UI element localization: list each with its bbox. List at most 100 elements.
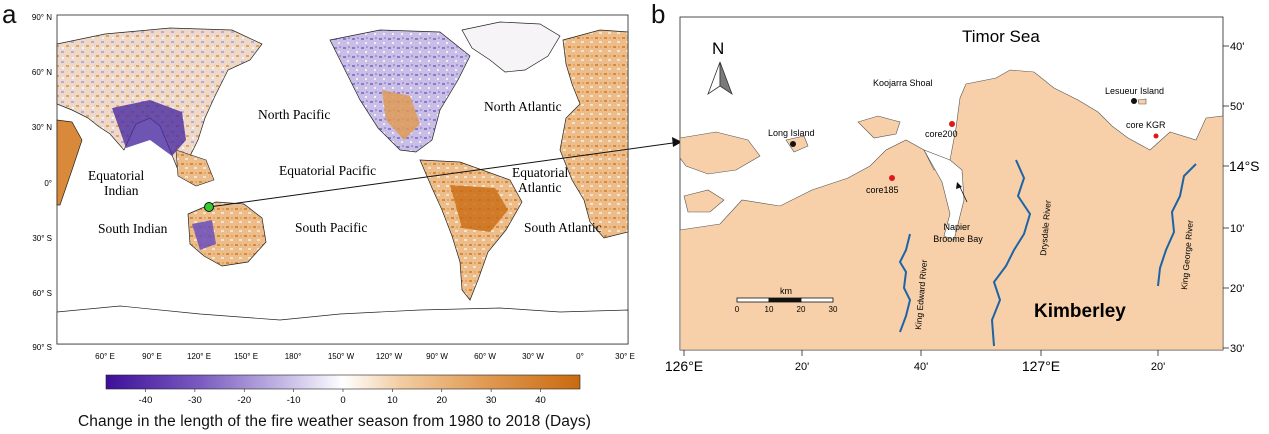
scale-bar-unit: km	[780, 286, 792, 296]
core-label-core-kgr: core KGR	[1126, 120, 1166, 130]
africa-west-edge	[56, 119, 83, 206]
scale-bar-seg3	[800, 297, 834, 303]
world-lon-labels: 60° E 90° E 120° E 150° E 180° 150° W 12…	[95, 352, 635, 361]
island-long	[785, 135, 809, 153]
ocean-label-south-pacific: South Pacific	[295, 220, 367, 235]
lon-label-120w: 120° W	[376, 352, 403, 361]
lon-label-0: 0°	[576, 352, 584, 361]
australia	[187, 201, 267, 267]
australia-purple	[192, 220, 216, 250]
regional-lat-ticks	[1223, 45, 1229, 349]
lat-label-60n: 60° N	[32, 68, 52, 77]
regional-lat-10: 10'	[1230, 223, 1244, 235]
ocean-label-equatorial-atlantic: Equatorial Atlantic	[512, 165, 572, 195]
lat-label-0: 0°	[44, 179, 52, 188]
drysdale-river	[990, 159, 1032, 347]
scale-tick-10: 10	[765, 305, 774, 314]
ocean-label-equatorial-indian: Equatorial Indian	[88, 168, 148, 198]
regional-lat-30: 30'	[1230, 343, 1244, 355]
lon-label-180: 180°	[285, 352, 302, 361]
antarctica	[56, 305, 629, 345]
regional-lon-40: 40'	[914, 361, 928, 373]
bay-label-line1: Napier	[943, 222, 970, 232]
island-lesueur	[1137, 98, 1147, 105]
study-site-link	[208, 141, 681, 208]
scale-bar: km 0 10 20 30	[735, 286, 838, 314]
india-purple	[112, 100, 186, 156]
regional-lon-labels: 126°E 20' 40' 127°E 20'	[665, 358, 1165, 374]
place-label-lesueur-island: Lesueur Island	[1105, 86, 1164, 96]
scale-tick-0: 0	[735, 305, 740, 314]
colorbar-tick-label: -40	[139, 395, 153, 406]
river-label-drysdale: Drysdale River	[1038, 200, 1053, 257]
ocean-label-equatorial-atlantic-line2: Atlantic	[518, 180, 562, 195]
colorbar: -40 -30 -20 -10 0 10 20 30 40	[105, 374, 581, 406]
colorbar-tick-label: 0	[340, 395, 345, 406]
lon-label-30w: 30° W	[522, 352, 544, 361]
lon-label-120e: 120° E	[187, 352, 211, 361]
ocean-label-equatorial-indian-line1: Equatorial	[88, 168, 144, 183]
north-label: N	[712, 39, 724, 58]
regional-lon-ticks	[683, 350, 1159, 356]
core-label-core185: core185	[866, 185, 899, 195]
regional-lat-50: 50'	[1230, 101, 1244, 113]
king-george-river	[1157, 163, 1197, 287]
place-label-long-island: Long Island	[768, 128, 815, 138]
world-map: North Pacific North Atlantic Equatorial …	[32, 13, 682, 361]
scale-bar-ticks: 0 10 20 30	[735, 305, 838, 314]
island-southwest	[683, 189, 725, 213]
lat-label-90s: 90° S	[32, 343, 52, 352]
core-label-core200: core200	[925, 129, 958, 139]
island-central	[857, 115, 901, 139]
colorbar-tick-label: -30	[188, 395, 202, 406]
scale-tick-20: 20	[797, 305, 806, 314]
lon-label-60w: 60° W	[474, 352, 496, 361]
lon-label-150w: 150° W	[328, 352, 355, 361]
scale-bar-seg1	[736, 297, 770, 303]
napier-broome-bay	[923, 149, 965, 241]
lesueur-island-point	[1131, 98, 1137, 104]
study-site-link-arrowhead	[672, 137, 682, 147]
north-america	[329, 29, 471, 153]
colorbar-tick-label: 40	[535, 395, 546, 406]
sea-label: Timor Sea	[962, 27, 1040, 46]
king-edward-river	[898, 233, 912, 333]
regional-lon-127e: 127°E	[1022, 358, 1060, 374]
north-arrow-right	[719, 61, 733, 96]
ocean-label-south-indian: South Indian	[98, 221, 168, 236]
panel-b-letter: b	[651, 0, 666, 29]
ocean-label-equatorial-indian-line2: Indian	[104, 183, 139, 198]
core-kgr-point	[1153, 133, 1159, 139]
regional-map: N Timor Sea Kimberley Koojarra Shoal Les…	[665, 16, 1260, 374]
island-west	[679, 131, 761, 175]
colorbar-tick-label: -20	[237, 395, 251, 406]
colorbar-gradient	[105, 374, 581, 390]
ocean-label-equatorial-pacific: Equatorial Pacific	[279, 163, 376, 178]
core185-point	[889, 175, 895, 181]
bay-pointer-line	[958, 184, 968, 203]
panel-a-letter: a	[2, 0, 17, 29]
bay-label: Napier Broome Bay	[933, 222, 983, 244]
lon-label-60e: 60° E	[95, 352, 115, 361]
study-site-marker	[204, 202, 214, 212]
regional-lat-labels: 40' 50' 14°S 10' 20' 30'	[1229, 41, 1260, 355]
regional-lat-20: 20'	[1230, 283, 1244, 295]
lat-label-90n: 90° N	[32, 13, 52, 22]
scale-bar-seg2	[768, 297, 802, 303]
scale-tick-30: 30	[829, 305, 838, 314]
colorbar-tick-label: -10	[287, 395, 301, 406]
lon-label-30e: 30° E	[615, 352, 635, 361]
regional-lon-126e: 126°E	[665, 358, 703, 374]
ocean-label-south-atlantic: South Atlantic	[524, 220, 602, 235]
colorbar-tick-label: 20	[436, 395, 447, 406]
colorbar-tick-label: 10	[387, 395, 398, 406]
regional-lon-20b: 20'	[1151, 361, 1165, 373]
ocean-label-north-atlantic: North Atlantic	[484, 99, 562, 114]
colorbar-title: Change in the length of the fire weather…	[78, 413, 591, 430]
lon-label-150e: 150° E	[234, 352, 258, 361]
ocean-label-equatorial-atlantic-line1: Equatorial	[512, 165, 568, 180]
bay-label-line2: Broome Bay	[933, 234, 983, 244]
world-lat-labels: 90° N 60° N 30° N 0° 30° S 60° S 90° S	[32, 13, 52, 352]
lat-label-30n: 30° N	[32, 123, 52, 132]
